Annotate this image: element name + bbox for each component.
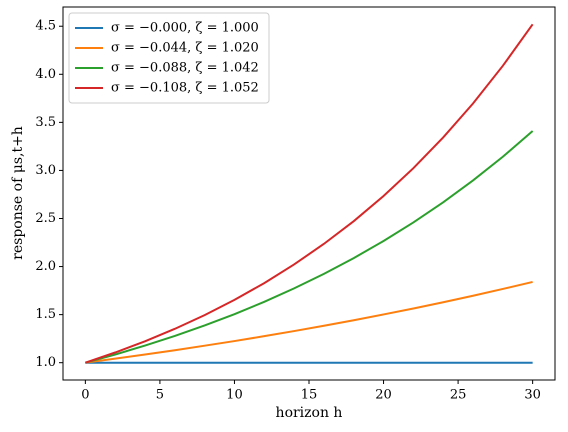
x-tick-label: 10	[226, 388, 243, 403]
legend-box	[68, 12, 270, 104]
y-tick-label: 4.0	[35, 67, 56, 82]
y-tick-label: 2.0	[35, 259, 56, 274]
y-tick-label: 2.5	[35, 211, 56, 226]
line-series	[85, 280, 533, 364]
x-tick-label: 5	[156, 388, 164, 403]
y-tick-label: 1.0	[35, 355, 56, 370]
legend-label: σ = −0.088, ζ = 1.042	[111, 61, 259, 76]
legend-label: σ = −0.000, ζ = 1.000	[111, 21, 259, 36]
y-axis-label: response of μs,t+h	[10, 126, 26, 260]
y-tick-label: 3.0	[35, 163, 56, 178]
x-tick-label: 25	[450, 388, 467, 403]
x-tick-label: 30	[524, 388, 541, 403]
x-tick-label: 0	[81, 388, 89, 403]
line-series	[85, 23, 534, 364]
x-tick-label: 20	[375, 388, 392, 403]
x-axis-label: horizon h	[276, 405, 343, 421]
y-tick-label: 4.5	[35, 19, 56, 34]
y-tick-label: 1.5	[35, 307, 56, 322]
legend-label: σ = −0.108, ζ = 1.052	[111, 81, 259, 96]
y-tick-label: 3.5	[35, 115, 56, 130]
plot-frame	[62, 6, 556, 381]
line-series	[85, 130, 534, 364]
x-tick-label: 15	[301, 388, 318, 403]
legend-label: σ = −0.044, ζ = 1.020	[111, 41, 259, 56]
